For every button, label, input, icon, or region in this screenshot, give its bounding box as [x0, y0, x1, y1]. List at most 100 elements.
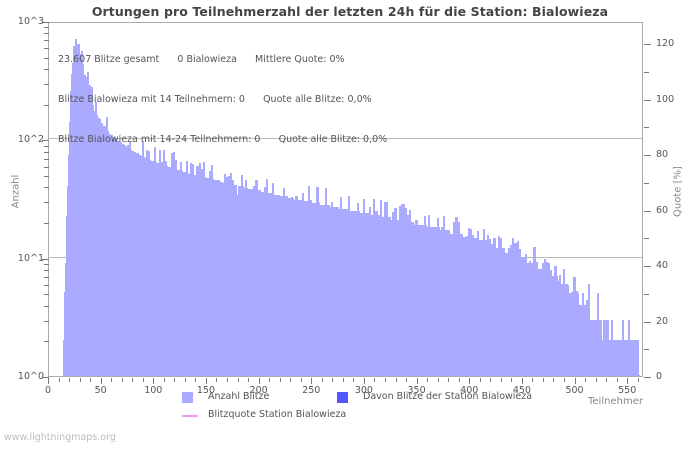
- histogram-bar: [493, 238, 496, 376]
- histogram-bar: [72, 63, 75, 376]
- histogram-bar: [491, 250, 494, 376]
- histogram-bar: [194, 192, 197, 376]
- histogram-bar: [371, 223, 374, 376]
- histogram-bar: [282, 187, 285, 376]
- plot-area: [48, 22, 643, 377]
- y-axis-left-minor-tick: [44, 202, 49, 204]
- histogram-bar: [91, 86, 94, 376]
- histogram-bar: [253, 185, 256, 376]
- x-axis-minor-tick: [332, 378, 334, 382]
- y-axis-right-tick: [644, 321, 651, 323]
- histogram-bar: [484, 239, 488, 376]
- x-axis-minor-tick: [216, 378, 218, 382]
- histogram-bar: [162, 149, 165, 376]
- histogram-bar: [369, 206, 372, 376]
- histogram-bar: [487, 234, 490, 376]
- histogram-bar: [394, 208, 397, 376]
- x-axis-tick-label: 150: [196, 385, 216, 396]
- x-axis-minor-tick: [290, 378, 292, 382]
- histogram-bar: [442, 215, 445, 376]
- histogram-bar: [76, 72, 79, 376]
- histogram-bar: [255, 180, 258, 376]
- histogram-bar: [415, 219, 418, 376]
- histogram-bar: [596, 293, 599, 376]
- histogram-bar: [230, 173, 233, 376]
- x-axis-tick: [258, 378, 260, 384]
- histogram-bar: [396, 226, 399, 376]
- histogram-bar: [571, 291, 574, 376]
- histogram-bar: [219, 182, 222, 376]
- y-axis-left-minor-tick: [44, 320, 49, 322]
- histogram-bar: [423, 216, 426, 376]
- histogram-bar: [501, 273, 504, 376]
- histogram-bar: [619, 375, 622, 376]
- histogram-bar: [609, 375, 612, 376]
- histogram-bar: [251, 212, 254, 376]
- histogram-bar: [634, 340, 637, 376]
- histogram-bar: [325, 204, 329, 376]
- histogram-bar: [95, 102, 98, 376]
- histogram-bar: [133, 155, 136, 376]
- x-axis-minor-tick: [564, 378, 566, 382]
- legend-label: Davon Blitze der Station Bialowieza: [363, 391, 533, 402]
- histogram-bar: [429, 227, 432, 376]
- histogram-bar: [390, 228, 393, 376]
- histogram-bar: [234, 191, 237, 376]
- x-axis-minor-tick: [532, 378, 534, 382]
- histogram-bar: [320, 214, 323, 376]
- histogram-bar: [440, 226, 443, 376]
- footer-watermark: www.lightningmaps.org: [4, 432, 116, 443]
- histogram-bar: [121, 143, 124, 376]
- histogram-bar: [541, 263, 544, 376]
- histogram-bar: [99, 143, 102, 376]
- histogram-bar: [243, 187, 246, 376]
- histogram-bar: [277, 194, 280, 376]
- histogram-bar: [329, 219, 332, 376]
- legend-line-marker: [182, 415, 198, 417]
- y-axis-left-label: Anzahl: [10, 174, 22, 209]
- histogram-bar: [534, 263, 537, 376]
- histogram-bar: [400, 203, 403, 376]
- histogram-bar: [392, 211, 395, 376]
- histogram-bar: [233, 185, 236, 376]
- histogram-bar: [574, 293, 577, 376]
- x-axis-minor-tick: [279, 378, 281, 382]
- histogram-bar: [185, 161, 188, 376]
- y-axis-left-minor-tick: [44, 158, 49, 160]
- histogram-bar: [602, 319, 606, 376]
- histogram-bar: [317, 202, 320, 376]
- histogram-bar: [109, 133, 112, 376]
- histogram-bar: [632, 340, 635, 376]
- histogram-bar: [270, 209, 273, 376]
- histogram-bar: [573, 276, 576, 376]
- histogram-bar: [567, 284, 570, 376]
- histogram-bar: [284, 197, 287, 376]
- x-axis-minor-tick: [595, 378, 597, 382]
- histogram-bar: [116, 165, 119, 376]
- x-axis-minor-tick: [606, 378, 608, 382]
- x-axis-minor-tick: [69, 378, 71, 382]
- x-axis-minor-tick: [184, 378, 186, 382]
- histogram-bar: [523, 257, 527, 376]
- x-axis-tick-label: 200: [249, 385, 268, 396]
- histogram-bar: [196, 165, 199, 376]
- histogram-bar: [474, 237, 477, 376]
- histogram-bar: [314, 230, 317, 376]
- y-axis-right-tick-label: 0: [656, 371, 663, 382]
- y-axis-right-tick-label: 20: [656, 315, 669, 327]
- x-axis-minor-tick: [406, 378, 408, 382]
- histogram-bar: [375, 210, 378, 376]
- histogram-bar: [171, 153, 174, 376]
- histogram-bar: [444, 235, 448, 376]
- histogram-bar: [153, 161, 156, 376]
- x-axis-tick-label: 0: [44, 385, 52, 396]
- histogram-bar: [333, 220, 336, 376]
- histogram-bar: [636, 340, 639, 376]
- histogram-bar: [401, 219, 404, 376]
- histogram-bar: [637, 375, 640, 376]
- histogram-bar: [93, 123, 96, 376]
- histogram-bar: [504, 252, 508, 376]
- histogram-bar: [356, 202, 359, 376]
- histogram-bar: [515, 257, 518, 376]
- y-axis-left-tick: [42, 22, 49, 23]
